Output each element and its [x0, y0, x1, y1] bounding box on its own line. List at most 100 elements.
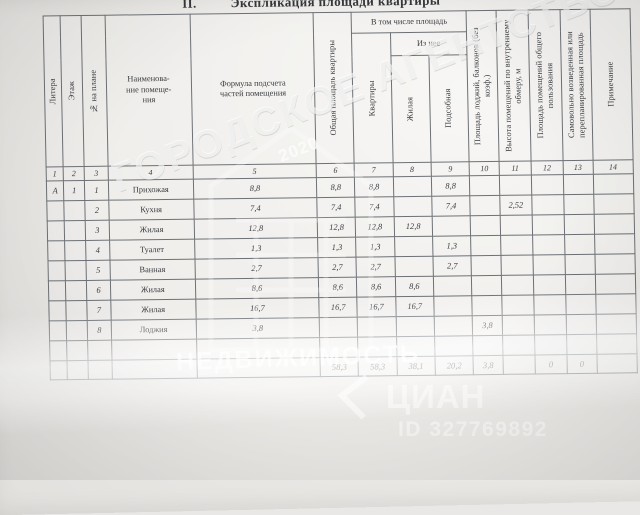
cell-utility: 7,4 [431, 195, 471, 217]
cell-balcony [471, 275, 502, 296]
total-cell-formula [196, 357, 321, 379]
cell-note [594, 253, 636, 275]
cell-plan_no: 7 [87, 300, 111, 321]
th-note: Примечание [589, 8, 634, 161]
colnum-12: 12 [530, 160, 564, 176]
th-total-area: Общая площадь квартиры [313, 12, 355, 164]
cell-empty [49, 340, 67, 361]
cell-unauthorized [564, 254, 595, 275]
cell-plan_no: 5 [86, 260, 111, 281]
total-cell-apartment: 58,3 [358, 356, 397, 377]
cell-empty [87, 340, 112, 361]
th-plan-no: № на плане [81, 15, 108, 167]
cell-common [532, 214, 565, 236]
cell-formula: 12,8 [193, 217, 318, 240]
colnum-8: 8 [392, 162, 432, 177]
th-living: Жилая [390, 55, 431, 163]
colnum-1: 1 [46, 166, 64, 181]
table-body: А 1 1 Прихожая 8,8 8,8 8,8 8,8 2 Кухня 7,4 7,4 7,4 7,… [46, 173, 638, 380]
cell-unauthorized [565, 294, 596, 315]
cell-empty [472, 335, 503, 356]
total-cell-balcony: 3,8 [473, 355, 504, 375]
cell-common [531, 174, 564, 196]
total-cell-floor [66, 360, 89, 380]
cell-empty [434, 335, 474, 357]
cell-apartment: 8,6 [356, 276, 396, 298]
cell-name: Жилая [108, 219, 195, 241]
cell-formula: 2,7 [194, 257, 319, 280]
cell-total [319, 317, 358, 338]
th-balcony-area: Площадь лоджий, балконов (без коэф.) [466, 10, 500, 162]
cell-note [595, 313, 637, 335]
cell-empty [396, 336, 435, 357]
cell-common [533, 294, 566, 315]
cell-living: 16,7 [395, 296, 435, 317]
cell-formula: 7,4 [193, 197, 318, 220]
section-number: II. [182, 0, 197, 11]
cell-living [394, 256, 434, 277]
cell-total: 16,7 [318, 297, 358, 318]
cell-formula: 8,8 [193, 177, 317, 200]
colnum-2: 2 [63, 166, 85, 181]
cell-name: Лоджия [110, 319, 197, 341]
explication-table: Литера Этаж № на плане Наименова- ние по… [42, 8, 638, 381]
cell-apartment: 8,8 [354, 176, 394, 198]
cell-height [502, 314, 535, 336]
colnum-7: 7 [354, 162, 393, 178]
header-row-1: Литера Этаж № на плане Наименова- ние по… [43, 8, 634, 167]
cell-plan_no: 8 [87, 320, 112, 341]
cell-common [534, 314, 567, 335]
th-formula: Формула подсчета частей помещения [189, 12, 317, 166]
cell-litera [48, 300, 67, 321]
cell-common [532, 234, 565, 256]
cell-utility [434, 315, 473, 337]
cell-floor [63, 200, 86, 221]
cell-empty [502, 334, 535, 356]
cell-common [531, 194, 564, 216]
cell-floor [64, 240, 87, 261]
cell-unauthorized [563, 214, 595, 235]
cell-empty [66, 340, 89, 361]
cell-name: Жилая [110, 299, 196, 321]
cell-note [593, 193, 635, 215]
colnum-9: 9 [430, 161, 470, 177]
cell-total: 8,6 [318, 277, 358, 298]
colnum-14: 14 [592, 159, 634, 175]
th-including-group: В том числе площадь [351, 10, 467, 34]
cell-note [595, 293, 637, 315]
cell-unauthorized [563, 194, 594, 215]
cell-height: 2,52 [499, 195, 533, 216]
cell-unauthorized [565, 274, 596, 295]
cell-unauthorized [565, 314, 597, 335]
total-cell-living: 38,1 [396, 356, 436, 376]
cell-floor: 1 [63, 180, 86, 201]
cell-plan_no: 4 [85, 240, 110, 261]
th-utility: Подсобная [428, 54, 470, 163]
cell-utility: 1,3 [432, 235, 472, 257]
cell-living [394, 236, 433, 257]
cell-balcony: 3,8 [472, 315, 503, 336]
cell-litera [49, 320, 67, 341]
cell-balcony [469, 195, 501, 216]
cell-name: Прихожая [108, 179, 194, 201]
cell-total: 8,8 [316, 177, 356, 198]
cell-balcony [470, 235, 501, 256]
cell-litera: А [46, 180, 64, 201]
total-cell-common: 0 [534, 354, 568, 374]
cell-common [533, 274, 566, 295]
document-content: II. Экспликация площади квартиры Литера … [14, 0, 640, 381]
th-apartment: Квартиры [351, 32, 393, 164]
colnum-3: 3 [84, 166, 109, 181]
cell-empty [111, 339, 197, 361]
cell-balcony [469, 175, 500, 196]
colnum-13: 13 [562, 160, 593, 175]
cell-empty [196, 337, 321, 360]
cell-height [500, 215, 533, 236]
cell-empty [534, 334, 567, 355]
cell-utility: 2,7 [432, 255, 472, 277]
total-cell-note [596, 353, 638, 374]
cell-note [593, 213, 635, 235]
cell-note [594, 273, 636, 295]
cell-unauthorized [564, 234, 595, 255]
cell-apartment: 16,7 [357, 296, 396, 318]
